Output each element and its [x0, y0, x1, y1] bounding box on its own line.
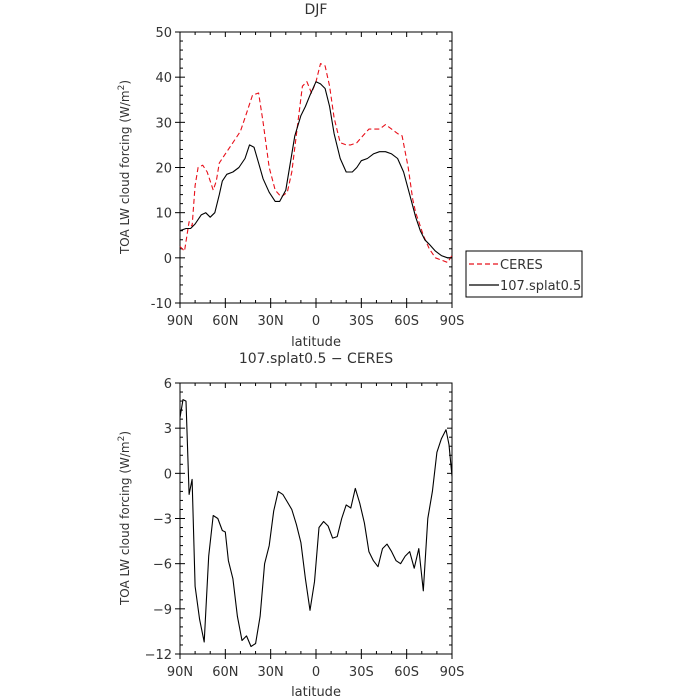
x-tick-label: 60S	[394, 314, 419, 329]
y-tick-label: 0	[164, 252, 172, 267]
difference-x-axis-label: latitude	[291, 685, 341, 700]
djf-panel: DJF -10 0 10 20 30 40 50 90N 60N 30N 0 30S 60S 90S l…	[117, 2, 464, 350]
y-tick-label: 30	[155, 116, 172, 131]
x-tick-label: 60S	[394, 665, 419, 680]
x-tick-label: 30N	[258, 314, 284, 329]
legend-ceres-label: CERES	[500, 258, 543, 273]
x-tick-label: 60N	[212, 665, 238, 680]
series-line-107-splat0-5	[179, 81, 452, 259]
legend-frame	[465, 250, 583, 298]
x-tick-label: 30N	[258, 665, 284, 680]
x-tick-label: 60N	[212, 314, 238, 329]
x-tick-label: 90N	[167, 665, 193, 680]
y-tick-label: −12	[145, 648, 172, 663]
difference-y-ticks: −12 −9 −6 −3 0 3 6	[145, 377, 452, 663]
legend: CERES 107.splat0.5	[465, 250, 583, 298]
y-tick-label: 6	[164, 377, 172, 392]
difference-panel: 107.splat0.5 − CERES −12 −9 −6 −3 0 3 6 90N 60N…	[117, 351, 464, 700]
difference-plot-frame	[179, 382, 453, 655]
y-tick-label: 40	[155, 71, 172, 86]
y-tick-label: −9	[153, 603, 172, 618]
x-tick-label: 0	[312, 314, 320, 329]
y-tick-label: 3	[164, 422, 172, 437]
difference-x-ticks: 90N 60N 30N 0 30S 60S 90S	[167, 383, 465, 680]
djf-y-ticks: -10 0 10 20 30 40 50	[151, 26, 452, 312]
x-tick-label: 90S	[440, 314, 465, 329]
djf-series	[179, 63, 453, 263]
y-tick-label: −3	[153, 513, 172, 528]
djf-plot-frame	[179, 31, 453, 304]
djf-x-ticks: 90N 60N 30N 0 30S 60S 90S	[167, 32, 465, 329]
x-tick-label: 30S	[349, 665, 374, 680]
djf-y-axis-label: TOA LW cloud forcing (W/m2)	[117, 80, 132, 255]
y-tick-label: 10	[155, 207, 172, 222]
series-line-107-splat0-5	[179, 399, 453, 648]
y-tick-label: 0	[164, 467, 172, 482]
y-tick-label: −6	[153, 558, 172, 573]
series-line-ceres	[179, 63, 453, 263]
djf-x-axis-label: latitude	[291, 335, 341, 350]
y-tick-label: -10	[151, 297, 172, 312]
y-tick-label: 50	[155, 26, 172, 41]
legend-model-label: 107.splat0.5	[500, 279, 581, 294]
difference-series	[179, 399, 453, 648]
x-tick-label: 30S	[349, 314, 374, 329]
x-tick-label: 90S	[440, 665, 465, 680]
difference-title: 107.splat0.5 − CERES	[239, 351, 393, 367]
y-tick-label: 20	[155, 162, 172, 177]
difference-y-axis-label: TOA LW cloud forcing (W/m2)	[117, 431, 132, 606]
x-tick-label: 0	[312, 665, 320, 680]
x-tick-label: 90N	[167, 314, 193, 329]
djf-title: DJF	[305, 2, 328, 18]
